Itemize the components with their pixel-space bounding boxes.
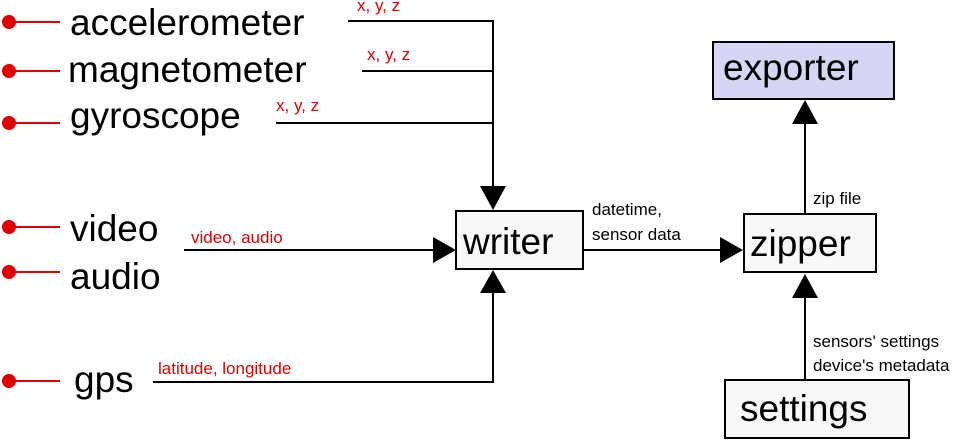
zipper-left-arrowhead <box>720 237 743 263</box>
device-metadata-edge-label: device's metadata <box>813 356 950 375</box>
writer-label: writer <box>462 221 553 262</box>
writer-node: writer <box>456 211 583 269</box>
gps-edge-label: latitude, longitude <box>158 359 291 378</box>
magnet-edge-label: x, y, z <box>367 45 410 64</box>
exporter-node: exporter <box>713 42 894 99</box>
magnetometer-label: magnetometer <box>68 49 307 90</box>
writer-top-arrowhead <box>480 186 506 210</box>
video-audio-edge-label: video, audio <box>191 228 283 247</box>
gyroscope-label: gyroscope <box>70 95 241 136</box>
datetime-edge-label: datetime, <box>592 200 662 219</box>
magnetometer-marker <box>2 64 60 78</box>
gyroscope-marker <box>2 116 60 130</box>
gps-marker <box>2 374 60 388</box>
gps-label: gps <box>74 359 134 400</box>
zip-file-edge-label: zip file <box>813 189 861 208</box>
exporter-bottom-arrowhead <box>792 100 818 124</box>
zipper-bottom-arrowhead <box>792 274 818 298</box>
writer-left-arrowhead <box>433 237 456 263</box>
zipper-label: zipper <box>750 223 851 264</box>
gyro-edge-label: x, y, z <box>276 96 319 115</box>
exporter-label: exporter <box>723 47 859 88</box>
audio-label: audio <box>70 256 161 297</box>
sensor-data-edge-label: sensor data <box>592 225 681 244</box>
accelerometer-label: accelerometer <box>70 2 304 43</box>
audio-marker <box>2 265 60 279</box>
accelerometer-marker <box>2 15 60 29</box>
source-markers <box>2 15 60 388</box>
zipper-node: zipper <box>744 214 876 272</box>
video-marker <box>2 220 60 234</box>
writer-bottom-arrowhead <box>480 270 506 293</box>
settings-label: settings <box>740 388 868 429</box>
accel-edge-label: x, y, z <box>357 0 400 15</box>
settings-node: settings <box>725 380 909 438</box>
video-label: video <box>70 208 158 249</box>
sensors-settings-edge-label: sensors' settings <box>813 332 939 351</box>
